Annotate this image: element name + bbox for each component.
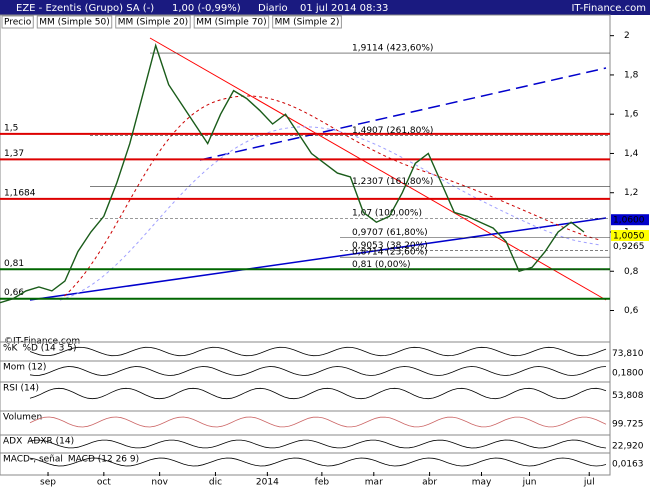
price-tag-box <box>611 230 649 242</box>
legend-entry: MM (Simple 70) <box>196 18 266 28</box>
period: Diario <box>258 3 288 14</box>
price-tag-label: 1,0600 <box>613 216 645 226</box>
date: 01 jul 2014 08:33 <box>300 3 388 14</box>
y-tick-label: 0,8 <box>624 267 639 277</box>
x-tick-label: nov <box>151 478 168 488</box>
header-bar <box>0 0 650 15</box>
x-tick-label: may <box>472 478 492 488</box>
legend-box <box>36 15 113 29</box>
y-tick-label: 1,4 <box>624 149 639 159</box>
y-tick-label: 1,2 <box>624 188 638 198</box>
panel-reading: 99.725 <box>612 420 644 430</box>
legend-entry: MM (Simple 2) <box>275 18 340 28</box>
panel-reading: 0,1800 <box>612 369 644 379</box>
brand: IT-Finance.com <box>571 3 646 14</box>
level-label: 1,37 <box>4 149 24 159</box>
panel-label: ADX <box>3 437 22 447</box>
price-tag-label: 0,9265 <box>613 242 645 252</box>
moving-average <box>59 95 601 301</box>
level-label: 1,1684 <box>4 188 36 198</box>
x-tick-label: abr <box>422 478 437 488</box>
legend-entry: MM (Simple 50) <box>39 18 109 28</box>
fib-label: 0,9053 (38,20%) <box>352 241 428 251</box>
panel-label: %K <box>3 344 19 354</box>
y-tick-label: 2 <box>624 31 630 41</box>
fib-label: 1,07 (100,00%) <box>352 209 422 219</box>
fib-label: 0,81 (0,00%) <box>352 260 411 270</box>
y-tick-label: 1,6 <box>624 110 639 120</box>
panel-line <box>29 457 607 467</box>
x-tick-label: jun <box>522 478 537 488</box>
panel-label: MACD-, señal <box>3 455 63 465</box>
panel-label: Mom (12) <box>3 363 46 373</box>
panel-line <box>29 387 607 400</box>
panel-reading: 73,810 <box>612 349 644 359</box>
x-tick-label: sep <box>40 478 56 488</box>
moving-average <box>59 126 601 301</box>
panel-reading: 22,920 <box>612 442 644 452</box>
x-tick-label: dic <box>209 478 222 488</box>
x-tick-label: jul <box>583 478 595 488</box>
panel-line <box>29 346 607 357</box>
support-line <box>29 217 607 301</box>
panel-line <box>29 366 607 376</box>
fib-label: 1,9114 (423,60%) <box>352 44 433 54</box>
channel-line <box>149 37 607 301</box>
chart-title: EZE - Ezentis (Grupo) SA (-) <box>16 3 154 14</box>
panel-line <box>29 439 607 449</box>
plot-frame <box>0 14 611 476</box>
fib-label: 0,9707 (61,80%) <box>352 228 428 238</box>
panel-label: ADXR (14) <box>27 437 74 447</box>
trend-line <box>199 67 607 161</box>
legend-box <box>1 15 34 29</box>
legend-box <box>272 15 342 29</box>
panel-label: Volumen <box>3 413 42 423</box>
panel-reading: 53,808 <box>612 391 644 401</box>
level-label: 1,5 <box>4 123 18 133</box>
panel-label: %D (14 3 5) <box>22 344 76 354</box>
price-line <box>0 43 585 304</box>
level-label: 0,81 <box>4 259 24 269</box>
y-tick-label: 0,6 <box>624 306 639 316</box>
fib-label: 1,2307 (161,80%) <box>352 177 433 187</box>
panel-line <box>29 416 607 428</box>
legend-entry: Precio <box>4 18 32 28</box>
x-tick-label: 2014 <box>256 478 279 488</box>
x-tick-label: mar <box>365 478 383 488</box>
quote: 1,00 (-0,99%) <box>172 3 241 14</box>
legend-box <box>115 15 191 29</box>
x-tick-label: oct <box>97 478 111 488</box>
price-tag-box <box>611 214 649 226</box>
legend-entry: MM (Simple 20) <box>118 18 188 28</box>
fib-label: 0,8714 (23,60%) <box>352 248 428 258</box>
price-tag-label: 1,0050 <box>613 232 645 242</box>
panel-label: RSI (14) <box>3 384 39 394</box>
x-tick-label: feb <box>315 478 330 488</box>
y-tick-label: 1,8 <box>624 70 639 80</box>
legend-box <box>193 15 270 29</box>
fib-label: 1,4907 (261,80%) <box>352 126 433 136</box>
level-label: 0,66 <box>4 288 24 298</box>
panel-reading: 0,0163 <box>612 460 644 470</box>
